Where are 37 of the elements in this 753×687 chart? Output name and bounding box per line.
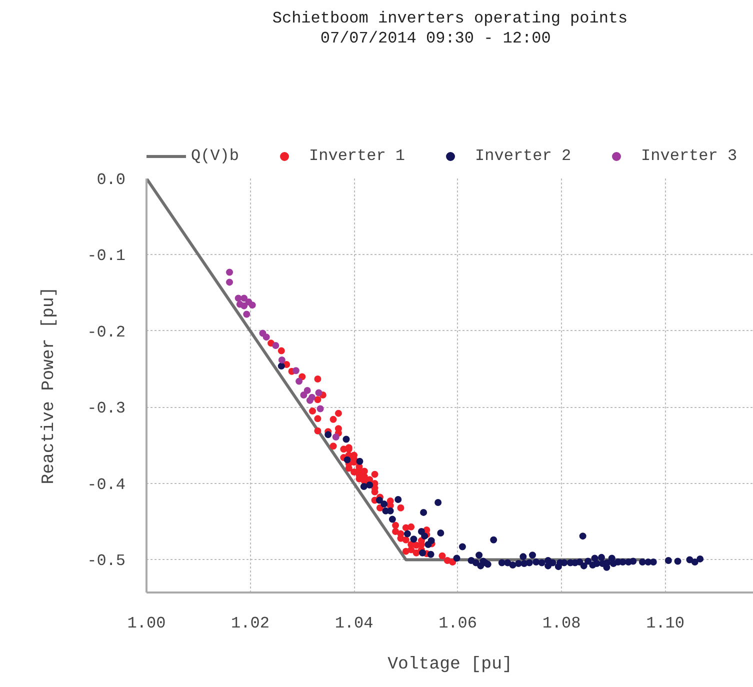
x-tick-label: 1.00 (127, 614, 166, 632)
x-tick-label: 1.10 (646, 614, 685, 632)
chart-subtitle: 07/07/2014 09:30 - 12:00 (320, 30, 551, 48)
point (240, 294, 248, 302)
point (304, 386, 311, 394)
y-axis-title: Reactive Power [pu] (40, 286, 60, 484)
point (278, 356, 286, 364)
y-tick-label: -0.5 (87, 552, 126, 570)
point (292, 367, 300, 374)
chart-title: Schietboom inverters operating points (272, 10, 628, 28)
legend-label: Inverter 1 (309, 146, 406, 166)
point (240, 302, 248, 310)
y-tick-label: -0.3 (87, 400, 126, 418)
point (316, 405, 324, 412)
point (226, 278, 234, 286)
point (248, 302, 256, 309)
point (296, 378, 303, 385)
x-tick-label: 1.04 (334, 614, 374, 632)
point (243, 310, 250, 318)
legend-label: Q(V)b (191, 146, 240, 166)
y-tick-label: -0.1 (87, 247, 126, 266)
y-tick-label: -0.4 (87, 476, 126, 494)
point (315, 389, 322, 396)
legend-label: Inverter 2 (475, 146, 572, 166)
point (272, 342, 280, 349)
x-axis-title: Voltage [pu] (388, 656, 512, 674)
y-tick-label: -0.2 (87, 323, 126, 342)
x-tick-label: 1.06 (438, 614, 477, 632)
point (332, 433, 340, 440)
point (262, 334, 270, 341)
x-tick-label: 1.02 (231, 614, 270, 632)
legend-label: Inverter 3 (641, 146, 738, 166)
point (306, 396, 314, 404)
point (300, 392, 308, 399)
x-tick-label: 1.08 (542, 614, 581, 632)
point (226, 268, 234, 276)
y-tick-label: 0.0 (96, 171, 126, 189)
